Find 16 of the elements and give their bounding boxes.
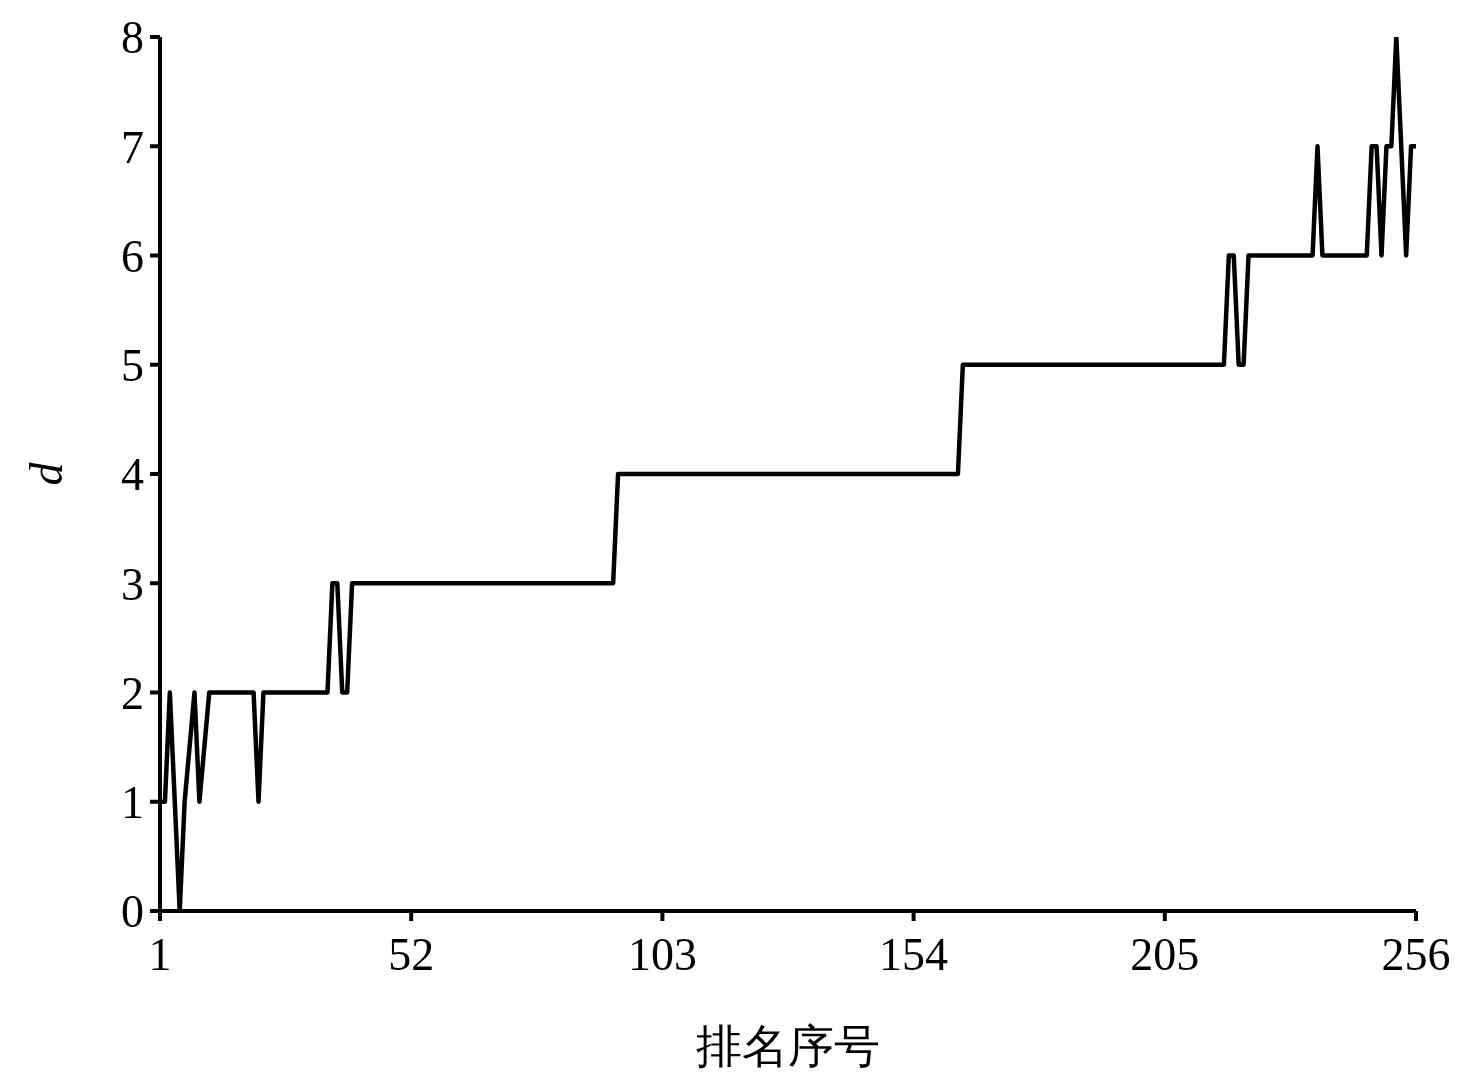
- y-tick-label: 1: [121, 777, 144, 829]
- x-tick-label: 154: [879, 928, 949, 980]
- x-tick-label: 52: [388, 928, 435, 980]
- y-tick-label: 7: [121, 121, 144, 173]
- y-tick-label: 3: [121, 558, 144, 610]
- x-tick-label: 256: [1381, 928, 1451, 980]
- y-tick-label: 0: [121, 886, 144, 938]
- x-axis-title: 排名序号: [696, 1020, 880, 1072]
- y-tick-label: 6: [121, 230, 144, 282]
- y-tick-label: 5: [121, 340, 144, 392]
- y-tick-label: 4: [121, 449, 144, 501]
- y-tick-label: 8: [121, 12, 144, 64]
- y-tick-label: 2: [121, 667, 144, 719]
- x-tick-label: 205: [1130, 928, 1200, 980]
- x-tick-label: 103: [627, 928, 697, 980]
- y-axis-title: d: [20, 461, 72, 486]
